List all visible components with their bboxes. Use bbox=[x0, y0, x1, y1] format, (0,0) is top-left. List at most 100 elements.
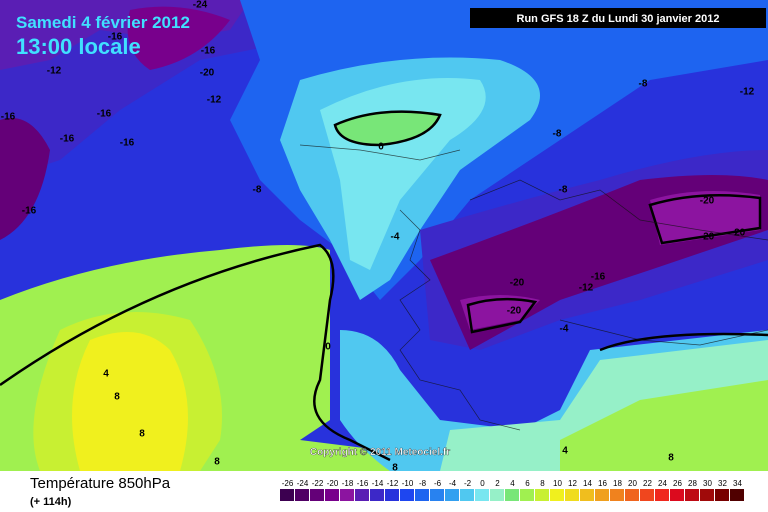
legend-label: 34 bbox=[733, 479, 742, 488]
contour-label: -4 bbox=[391, 232, 400, 243]
contour-label: -20 bbox=[510, 278, 525, 289]
legend-swatch bbox=[460, 489, 474, 501]
legend-swatch bbox=[580, 489, 594, 501]
date-text: Samedi 4 février 2012 bbox=[16, 13, 190, 32]
legend-label: 28 bbox=[688, 479, 697, 488]
legend-label: -2 bbox=[464, 479, 472, 488]
legend-swatch bbox=[415, 489, 429, 501]
legend-label: 14 bbox=[583, 479, 592, 488]
legend-swatch bbox=[700, 489, 714, 501]
legend-swatch bbox=[625, 489, 639, 501]
legend-swatch bbox=[565, 489, 579, 501]
copyright: Copyright © 2011 Meteociel.fr bbox=[310, 447, 450, 458]
legend-label: 6 bbox=[525, 479, 530, 488]
contour-label: -16 bbox=[60, 134, 75, 145]
legend-swatch bbox=[610, 489, 624, 501]
legend-swatch bbox=[385, 489, 399, 501]
contour-label: -12 bbox=[579, 283, 594, 294]
contour-label: -8 bbox=[253, 185, 262, 196]
legend-swatch bbox=[295, 489, 309, 501]
legend-swatch bbox=[505, 489, 519, 501]
contour-label: 8 bbox=[114, 392, 120, 403]
legend-swatch bbox=[655, 489, 669, 501]
contour-label: -12 bbox=[47, 66, 62, 77]
contour-label: -20 bbox=[507, 306, 522, 317]
legend-label: -12 bbox=[387, 479, 399, 488]
legend-label: -20 bbox=[327, 479, 339, 488]
legend-swatch bbox=[520, 489, 534, 501]
legend-swatch bbox=[280, 489, 294, 501]
contour-label: -12 bbox=[207, 95, 222, 106]
run-banner bbox=[470, 8, 766, 28]
legend-label: 18 bbox=[613, 479, 622, 488]
legend-label: 24 bbox=[658, 479, 667, 488]
contour-label: -16 bbox=[1, 112, 16, 123]
legend-label: -16 bbox=[357, 479, 369, 488]
contour-label: -20 bbox=[731, 228, 746, 239]
legend-label: 2 bbox=[495, 479, 500, 488]
contour-label: -8 bbox=[553, 129, 562, 140]
legend-label: 30 bbox=[703, 479, 712, 488]
legend-swatch bbox=[445, 489, 459, 501]
contour-label: -12 bbox=[740, 87, 755, 98]
contour-label: 8 bbox=[139, 429, 145, 440]
contour-label: -20 bbox=[700, 196, 715, 207]
legend-swatch bbox=[475, 489, 489, 501]
legend-label: 4 bbox=[510, 479, 515, 488]
contour-label: 4 bbox=[103, 369, 109, 380]
contour-label: 0 bbox=[378, 142, 384, 153]
contour-label: -16 bbox=[591, 272, 606, 283]
legend-label: 26 bbox=[673, 479, 682, 488]
contour-label: -16 bbox=[97, 109, 112, 120]
legend-label: 10 bbox=[553, 479, 562, 488]
legend-swatch bbox=[715, 489, 729, 501]
legend-label: 8 bbox=[540, 479, 545, 488]
legend-swatch bbox=[400, 489, 414, 501]
legend-label: -26 bbox=[282, 479, 294, 488]
contour-label: -16 bbox=[120, 138, 135, 149]
legend-swatch bbox=[355, 489, 369, 501]
legend-label: -6 bbox=[434, 479, 442, 488]
contour-label: -16 bbox=[201, 46, 216, 57]
footer-lead: (+ 114h) bbox=[30, 496, 72, 508]
legend-swatch bbox=[370, 489, 384, 501]
contour-label: -20 bbox=[200, 68, 215, 79]
contour-label: 0 bbox=[325, 342, 331, 353]
legend-label: 16 bbox=[598, 479, 607, 488]
legend-label: -24 bbox=[297, 479, 309, 488]
legend-label: -4 bbox=[449, 479, 457, 488]
legend-label: -8 bbox=[419, 479, 427, 488]
coastlines bbox=[299, 144, 768, 431]
legend-swatch bbox=[685, 489, 699, 501]
legend-label: 0 bbox=[480, 479, 485, 488]
legend-label: -14 bbox=[372, 479, 384, 488]
legend-swatch bbox=[595, 489, 609, 501]
contour-label: -20 bbox=[700, 232, 715, 243]
contour-label: -24 bbox=[193, 0, 208, 11]
legend-swatch bbox=[640, 489, 654, 501]
legend-swatch bbox=[535, 489, 549, 501]
legend-swatch bbox=[325, 489, 339, 501]
legend-swatch bbox=[550, 489, 564, 501]
legend-label: -22 bbox=[312, 479, 324, 488]
contour-label: -4 bbox=[560, 324, 569, 335]
legend-label: -10 bbox=[402, 479, 414, 488]
legend-label: 32 bbox=[718, 479, 727, 488]
legend-label: -18 bbox=[342, 479, 354, 488]
contour-label: 4 bbox=[562, 446, 568, 457]
zero-contours bbox=[0, 110, 768, 462]
contour-label: -8 bbox=[639, 79, 648, 90]
legend-swatch bbox=[670, 489, 684, 501]
legend-label: 12 bbox=[568, 479, 577, 488]
legend-swatch bbox=[730, 489, 744, 501]
contour-label: 8 bbox=[214, 457, 220, 468]
contour-label: -16 bbox=[22, 206, 37, 217]
legend-swatch bbox=[430, 489, 444, 501]
contour-label: -8 bbox=[559, 185, 568, 196]
legend-label: 20 bbox=[628, 479, 637, 488]
legend-label: 22 bbox=[643, 479, 652, 488]
time-text: 13:00 locale bbox=[16, 34, 141, 59]
legend-swatch bbox=[310, 489, 324, 501]
